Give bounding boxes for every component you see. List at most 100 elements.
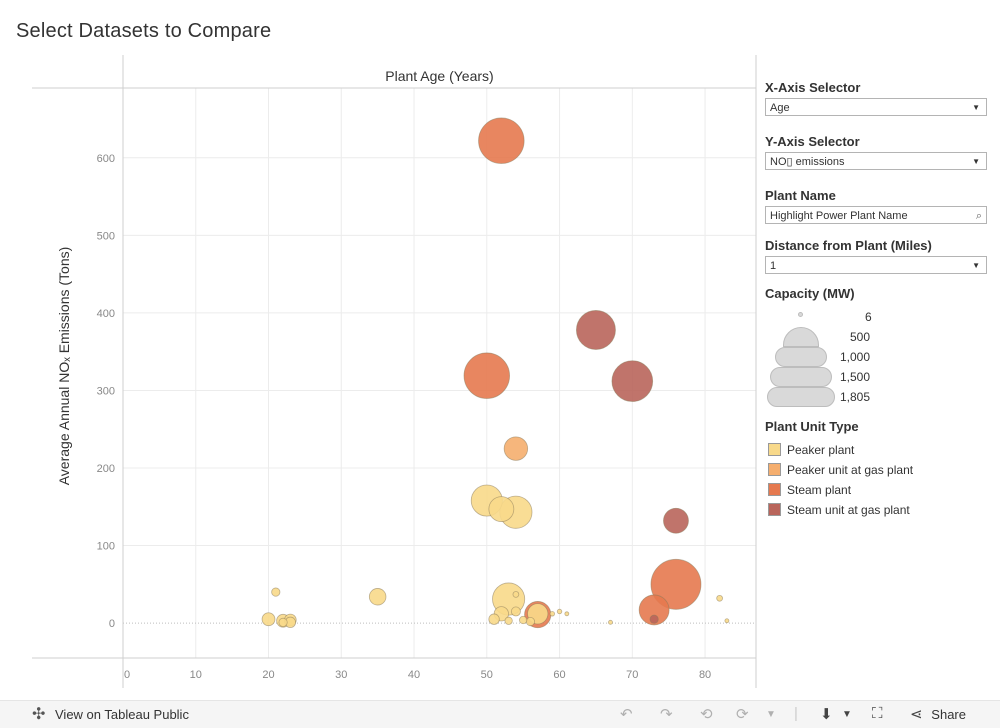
color-swatch	[768, 463, 781, 476]
data-point	[261, 612, 276, 627]
color-legend-item[interactable]: Peaker plant	[765, 440, 987, 460]
size-legend-item: 1,000	[765, 347, 987, 367]
size-legend-label: 500	[850, 330, 871, 344]
data-point	[488, 496, 515, 522]
data-point	[512, 591, 520, 598]
data-point	[463, 352, 510, 399]
search-icon[interactable]: ⌕	[975, 210, 982, 222]
x-axis-selector: X-Axis Selector Age ▼	[765, 80, 987, 116]
data-point	[724, 618, 730, 624]
size-legend-title: Capacity (MW)	[765, 286, 855, 301]
caret-down-icon: ▼	[972, 103, 980, 112]
color-legend-title: Plant Unit Type	[765, 419, 859, 434]
caret-down-icon[interactable]: ▼	[766, 709, 776, 720]
data-point	[556, 608, 563, 615]
x-tick-label: 50	[481, 669, 493, 681]
size-legend-item: 1,805	[765, 387, 987, 407]
x-tick-label: 70	[626, 669, 638, 681]
color-legend-label: Peaker plant	[787, 443, 855, 457]
size-legend-label: 6	[865, 310, 872, 324]
view-on-tableau-link[interactable]: View on Tableau Public	[55, 707, 189, 722]
data-point	[663, 507, 689, 534]
tableau-logo-icon: ✣	[32, 706, 46, 723]
data-point	[510, 606, 521, 617]
y-axis-dropdown[interactable]: NO▯ emissions ▼	[765, 152, 987, 170]
distance-label: Distance from Plant (Miles)	[765, 238, 932, 253]
color-legend-label: Peaker unit at gas plant	[787, 463, 914, 477]
redo-icon[interactable]: ↷	[660, 706, 673, 723]
size-legend-label: 1,805	[840, 390, 871, 404]
data-point	[504, 616, 513, 625]
share-icon[interactable]: ⋖	[910, 706, 923, 723]
data-point	[278, 617, 288, 627]
x-tick-label: 0	[124, 669, 130, 681]
data-point	[638, 594, 670, 626]
fullscreen-icon[interactable]: ⛶	[872, 705, 883, 722]
y-axis-selector: Y-Axis Selector NO▯ emissions ▼	[765, 134, 987, 170]
distance-dropdown[interactable]: 1 ▼	[765, 256, 987, 274]
share-button[interactable]: Share	[931, 707, 966, 722]
plant-name-filter: Plant Name Highlight Power Plant Name ⌕	[765, 188, 987, 224]
size-marker	[783, 327, 819, 347]
data-point	[525, 616, 536, 627]
caret-down-icon: ▼	[972, 261, 980, 270]
data-point	[549, 611, 555, 617]
page-title: Select Datasets to Compare	[16, 20, 272, 42]
separator: |	[794, 705, 798, 722]
color-swatch	[768, 483, 781, 496]
x-tick-label: 80	[699, 669, 711, 681]
data-point	[608, 619, 613, 625]
x-tick-label: 60	[553, 669, 565, 681]
size-legend: 6 500 1,000 1,500 1,805	[765, 307, 987, 407]
data-point	[564, 611, 570, 617]
y-tick-label: 200	[97, 463, 115, 475]
y-tick-label: 600	[97, 153, 115, 165]
color-legend-item[interactable]: Steam unit at gas plant	[765, 500, 987, 520]
revert-icon[interactable]: ⟲	[700, 706, 713, 723]
side-panel: X-Axis Selector Age ▼ Y-Axis Selector NO…	[765, 80, 987, 520]
size-marker	[770, 367, 832, 387]
x-axis-selector-label: X-Axis Selector	[765, 80, 861, 95]
color-legend-label: Steam plant	[787, 483, 852, 497]
plant-name-placeholder: Highlight Power Plant Name	[770, 210, 908, 222]
caret-down-icon: ▼	[972, 157, 980, 166]
plant-name-label: Plant Name	[765, 188, 836, 203]
y-tick-label: 0	[109, 618, 115, 630]
data-point	[716, 594, 723, 602]
caret-down-icon[interactable]: ▼	[842, 709, 852, 720]
x-tick-label: 40	[408, 669, 420, 681]
undo-icon[interactable]: ↶	[620, 706, 633, 723]
distance-filter: Distance from Plant (Miles) 1 ▼	[765, 238, 987, 274]
data-point	[576, 310, 616, 350]
refresh-icon[interactable]: ⟳	[736, 706, 749, 723]
download-icon[interactable]: ⬇	[820, 706, 833, 723]
data-point	[649, 614, 659, 624]
color-legend-item[interactable]: Steam plant	[765, 480, 987, 500]
y-tick-label: 300	[97, 385, 115, 397]
color-swatch	[768, 503, 781, 516]
plant-name-search-input[interactable]: Highlight Power Plant Name ⌕	[765, 206, 987, 224]
color-legend-item[interactable]: Peaker unit at gas plant	[765, 460, 987, 480]
size-legend-item: 500	[765, 327, 987, 347]
data-point	[611, 360, 654, 402]
y-axis-label: Average Annual NOₓ Emissions (Tons)	[56, 247, 72, 486]
x-tick-label: 30	[335, 669, 347, 681]
chart-title: Plant Age (Years)	[385, 68, 493, 84]
data-point	[519, 615, 528, 625]
size-legend-label: 1,500	[840, 370, 871, 384]
x-axis-dropdown[interactable]: Age ▼	[765, 98, 987, 116]
x-tick-label: 10	[190, 669, 202, 681]
color-swatch	[768, 443, 781, 456]
scatter-chart: Plant Age (Years) Average Annual NOₓ Emis…	[32, 55, 757, 688]
size-legend-label: 1,000	[840, 350, 871, 364]
size-marker	[767, 387, 835, 407]
y-tick-label: 400	[97, 308, 115, 320]
size-marker	[798, 312, 803, 317]
x-axis-value: Age	[770, 102, 790, 114]
y-axis-selector-label: Y-Axis Selector	[765, 134, 860, 149]
x-tick-label: 20	[262, 669, 274, 681]
data-point	[488, 613, 500, 625]
size-legend-item: 6	[765, 307, 987, 327]
footer-toolbar: ✣ View on Tableau Public ↶ ↷ ⟲ ⟳ ▼ | ⬇ ▼…	[0, 700, 1000, 728]
y-tick-label: 500	[97, 230, 115, 242]
